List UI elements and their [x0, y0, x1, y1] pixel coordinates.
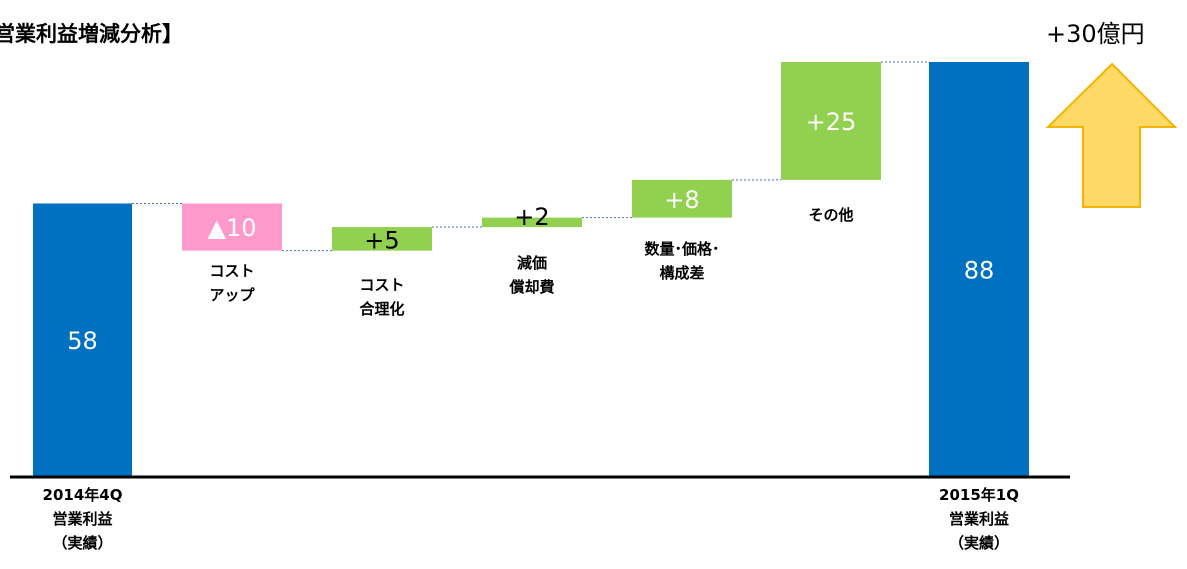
- category-label-1: コストアップ: [209, 262, 255, 304]
- labels: 58 ▲10 +5 +2 +8 +25 88 2014年4Q 営業利益（実績） コストアップ コスト…: [43, 108, 1019, 552]
- category-label-3: 減価償却費: [508, 254, 554, 296]
- bar-2: [332, 227, 432, 251]
- category-label-4: 数量･価格･構成差: [644, 240, 719, 282]
- data-label-6: 88: [964, 257, 995, 285]
- bar-0: [33, 203, 132, 477]
- chart-title: 営業利益増減分析】: [0, 22, 183, 46]
- total-change-label: +30億円: [1046, 20, 1145, 48]
- category-label-0: 2014年4Q 営業利益（実績）: [43, 486, 123, 552]
- category-label-2: コスト合理化: [358, 276, 404, 318]
- data-label-1: ▲10: [208, 214, 257, 242]
- data-label-2: +5: [364, 227, 399, 255]
- category-label-5: その他: [808, 206, 853, 224]
- data-label-0: 58: [67, 327, 98, 355]
- bar-3: [482, 217, 582, 228]
- bar-6: [929, 62, 1029, 477]
- up-arrow-icon: [1045, 62, 1178, 208]
- bars: [33, 62, 1029, 477]
- bar-5: [781, 62, 881, 180]
- bar-4: [632, 179, 732, 218]
- data-label-3: +2: [514, 203, 549, 231]
- connector-lines: [132, 61, 929, 252]
- data-label-5: +25: [806, 108, 857, 136]
- data-label-4: +8: [664, 186, 699, 214]
- category-label-6: 2015年1Q 営業利益（実績）: [939, 486, 1019, 552]
- bar-1: [182, 203, 282, 251]
